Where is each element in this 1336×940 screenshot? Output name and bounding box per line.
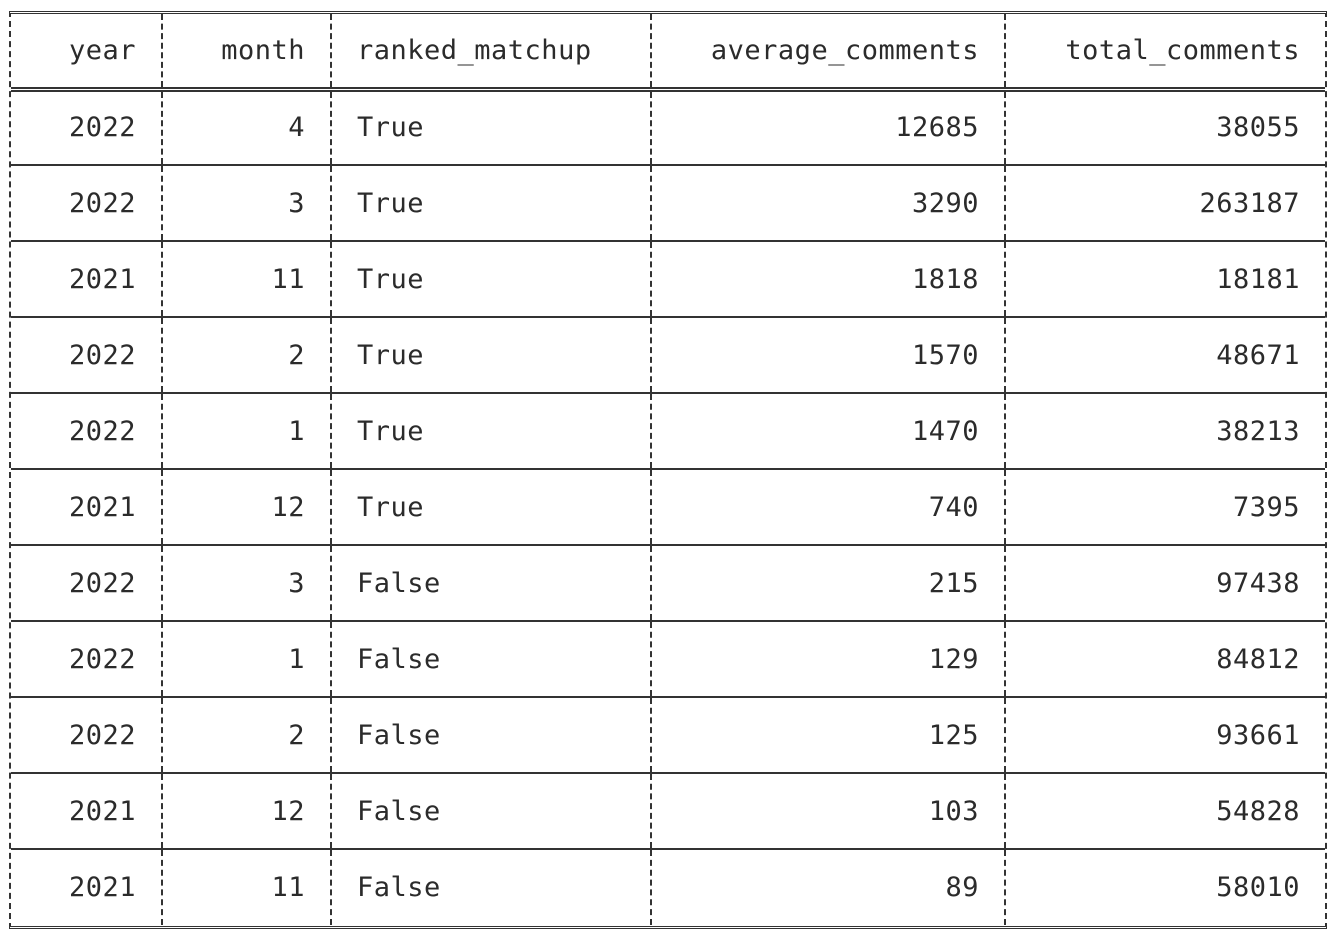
cell-ranked-matchup: False (330, 621, 651, 698)
header-row: year month ranked_matchup average_commen… (11, 14, 1325, 92)
cell-year: 2022 (11, 317, 162, 394)
cell-ranked-matchup: False (330, 545, 651, 622)
cell-total-comments: 48671 (1004, 317, 1325, 394)
table-row: 2021 12 True 740 7395 (11, 469, 1325, 546)
cell-total-comments: 97438 (1004, 545, 1325, 622)
header-month: month (161, 14, 331, 92)
table-row: 2022 1 True 1470 38213 (11, 393, 1325, 470)
cell-ranked-matchup: True (330, 469, 651, 546)
cell-month: 1 (161, 621, 331, 698)
cell-total-comments: 93661 (1004, 697, 1325, 774)
cell-average-comments: 1470 (650, 393, 1005, 470)
table-body: 2022 4 True 12685 38055 2022 3 True 3290… (11, 89, 1325, 925)
cell-year: 2022 (11, 165, 162, 242)
cell-total-comments: 84812 (1004, 621, 1325, 698)
header-total-comments: total_comments (1004, 14, 1325, 92)
cell-ranked-matchup: True (330, 89, 651, 166)
cell-month: 2 (161, 697, 331, 774)
cell-month: 12 (161, 469, 331, 546)
cell-average-comments: 103 (650, 773, 1005, 850)
cell-month: 1 (161, 393, 331, 470)
cell-year: 2021 (11, 469, 162, 546)
table-row: 2022 1 False 129 84812 (11, 621, 1325, 698)
cell-average-comments: 3290 (650, 165, 1005, 242)
cell-year: 2021 (68, 872, 136, 903)
table-row: 2021 12 False 103 54828 (11, 773, 1325, 850)
cell-month: 3 (161, 165, 331, 242)
cell-ranked-matchup: False (330, 849, 651, 925)
cell-total-comments: 38055 (1004, 89, 1325, 166)
cell-average-comments: 129 (650, 621, 1005, 698)
cell-total-comments: 263187 (1004, 165, 1325, 242)
cell-year: 2022 (11, 621, 162, 698)
cell-month: 3 (161, 545, 331, 622)
cell-year: 2022 (11, 545, 162, 622)
table-row: 2022 2 True 1570 48671 (11, 317, 1325, 394)
table-row: 2022 4 True 12685 38055 (11, 89, 1325, 166)
cell-year: 2022 (11, 89, 162, 166)
data-table: year month ranked_matchup average_commen… (11, 14, 1325, 925)
cell-month: 4 (161, 89, 331, 166)
data-table-frame: year month ranked_matchup average_commen… (9, 11, 1327, 929)
cell-year: 2021 (11, 773, 162, 850)
cell-month: 12 (161, 773, 331, 850)
table-row: 2021 11 True 1818 18181 (11, 241, 1325, 318)
cell-year: 2021 (11, 241, 162, 318)
cell-average-comments: 1818 (650, 241, 1005, 318)
cell-average-comments: 125 (650, 697, 1005, 774)
cell-ranked-matchup: True (330, 165, 651, 242)
cell-year: 2022 (11, 393, 162, 470)
table-header: year month ranked_matchup average_commen… (11, 14, 1325, 92)
cell-month: 11 (161, 849, 331, 925)
cell-total-comments: 18181 (1004, 241, 1325, 318)
cell-total-comments: 54828 (1004, 773, 1325, 850)
cell-ranked-matchup: True (330, 393, 651, 470)
table-row: 2022 3 False 215 97438 (11, 545, 1325, 622)
table-row: 2021 11 False 89 58010 (11, 849, 1325, 925)
cell-total-comments: 38213 (1004, 393, 1325, 470)
cell-average-comments: 12685 (650, 89, 1005, 166)
table-row: 2022 2 False 125 93661 (11, 697, 1325, 774)
cell-ranked-matchup: False (330, 773, 651, 850)
cell-average-comments: 740 (650, 469, 1005, 546)
cell-ranked-matchup: False (330, 697, 651, 774)
cell-ranked-matchup: True (330, 317, 651, 394)
header-year: year (11, 14, 162, 92)
cell-ranked-matchup: True (330, 241, 651, 318)
cell-average-comments: 1570 (650, 317, 1005, 394)
cell-year: 2022 (11, 697, 162, 774)
table-row: 2022 3 True 3290 263187 (11, 165, 1325, 242)
cell-total-comments: 58010 (1004, 849, 1325, 925)
cell-total-comments: 7395 (1004, 469, 1325, 546)
cell-month: 2 (161, 317, 331, 394)
cell-average-comments: 89 (650, 849, 1005, 925)
cell-average-comments: 215 (650, 545, 1005, 622)
cell-month: 11 (161, 241, 331, 318)
header-ranked-matchup: ranked_matchup (330, 14, 651, 92)
header-average-comments: average_comments (650, 14, 1005, 92)
